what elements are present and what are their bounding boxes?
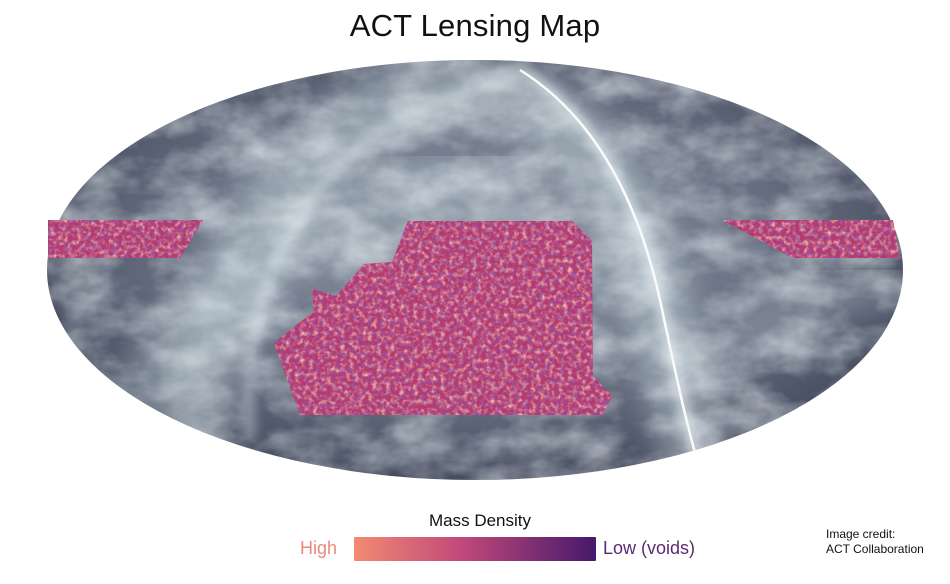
credit-line-1: Image credit: [826,527,896,541]
legend-high-label: High [300,538,338,558]
lensing-region-right [722,220,900,258]
lensing-region-central [274,221,612,415]
map-title: ACT Lensing Map [349,8,601,43]
legend-low-label: Low (voids) [603,538,696,558]
credit-line-2: ACT Collaboration [826,542,924,556]
lensing-region-left [48,220,203,258]
image-credit: Image credit: ACT Collaboration [826,527,924,557]
legend-title: Mass Density [428,511,532,530]
legend-color-bar [354,537,596,561]
